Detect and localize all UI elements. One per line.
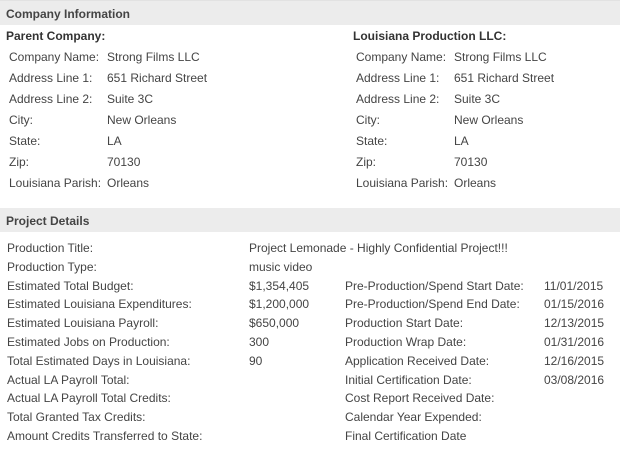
project-value-total-estimated-days-in-louisiana: 90 — [249, 353, 263, 368]
parent-company-row-state: State: LA — [9, 131, 207, 152]
parent-company-column: Parent Company: Company Name: Strong Film… — [0, 25, 207, 194]
parent-company-label: Address Line 1: — [9, 71, 93, 85]
project-label-estimated-louisiana-payroll: Estimated Louisiana Payroll: — [7, 316, 159, 331]
louisiana-production-value: Strong Films LLC — [454, 50, 547, 64]
parent-company-value: Suite 3C — [107, 92, 154, 106]
louisiana-production-label: State: — [356, 134, 388, 148]
date-label-application-received-date: Application Received Date: — [345, 353, 490, 368]
parent-company-value: 70130 — [107, 155, 141, 169]
louisiana-production-row-louisiana-parish: Louisiana Parish: Orleans — [356, 173, 554, 194]
date-label-initial-certification-date: Initial Certification Date: — [345, 372, 472, 387]
parent-company-value: Orleans — [107, 176, 150, 190]
date-value-production-start-date: 12/13/2015 — [544, 316, 605, 331]
date-value-initial-certification-date: 03/08/2016 — [544, 372, 605, 387]
parent-company-value: 651 Richard Street — [107, 71, 208, 85]
project-label-amount-credits-transferred-to-state: Amount Credits Transferred to State: — [7, 429, 203, 443]
parent-company-row-louisiana-parish: Louisiana Parish: Orleans — [9, 173, 207, 194]
project-label-actual-la-payroll-total: Actual LA Payroll Total: — [7, 372, 130, 387]
project-label-total-granted-tax-credits: Total Granted Tax Credits: — [7, 410, 146, 425]
project-value-estimated-total-budget: $1,354,405 — [249, 278, 310, 293]
date-value-production-wrap-date: 01/31/2016 — [544, 335, 605, 349]
project-details-panel: Production Title: Project Lemonade - High… — [0, 232, 620, 443]
parent-company-value: LA — [107, 134, 122, 148]
louisiana-production-row-state: State: LA — [356, 131, 554, 152]
louisiana-production-value: New Orleans — [454, 113, 524, 127]
louisiana-production-value: Orleans — [454, 176, 497, 190]
date-value-pre-production-spend-end-date: 01/15/2016 — [544, 297, 605, 312]
date-label-pre-production-spend-start-date: Pre-Production/Spend Start Date: — [345, 278, 524, 293]
parent-company-label: City: — [9, 113, 33, 127]
louisiana-production-value: Suite 3C — [454, 92, 501, 106]
company-information-panel: Parent Company: Company Name: Strong Film… — [0, 25, 620, 208]
parent-company-value: Strong Films LLC — [107, 50, 200, 64]
project-label-production-title: Production Title: — [7, 241, 94, 255]
project-label-estimated-jobs-on-production: Estimated Jobs on Production: — [7, 335, 170, 349]
date-value-pre-production-spend-start-date: 11/01/2015 — [544, 278, 604, 293]
project-value-estimated-jobs-on-production: 300 — [249, 335, 270, 349]
louisiana-production-value: 651 Richard Street — [454, 71, 555, 85]
louisiana-production-title: Louisiana Production LLC: — [353, 29, 507, 43]
parent-company-row-city: City: New Orleans — [9, 110, 207, 131]
louisiana-production-label: Louisiana Parish: — [356, 176, 449, 190]
project-details-header: Project Details — [0, 208, 620, 232]
date-value-application-received-date: 12/16/2015 — [544, 353, 605, 368]
louisiana-production-row-address-line-2: Address Line 2: Suite 3C — [356, 89, 554, 110]
louisiana-production-value: LA — [454, 134, 469, 148]
date-label-production-wrap-date: Production Wrap Date: — [345, 335, 467, 349]
louisiana-production-label: City: — [356, 113, 380, 127]
louisiana-production-row-company-name: Company Name: Strong Films LLC — [356, 47, 554, 68]
date-label-calendar-year-expended: Calendar Year Expended: — [345, 410, 482, 425]
parent-company-details: Company Name: Strong Films LLC Address Lin… — [9, 47, 207, 194]
parent-company-value: New Orleans — [107, 113, 177, 127]
louisiana-production-row-zip: Zip: 70130 — [356, 152, 554, 173]
date-label-final-certification-date: Final Certification Date — [345, 429, 467, 443]
project-value-estimated-louisiana-expenditures: $1,200,000 — [249, 297, 310, 312]
project-label-total-estimated-days-in-louisiana: Total Estimated Days in Louisiana: — [7, 353, 191, 368]
louisiana-production-value: 70130 — [454, 155, 488, 169]
date-label-production-start-date: Production Start Date: — [345, 316, 464, 331]
parent-company-label: Company Name: — [9, 50, 100, 64]
project-value-production-type: music video — [249, 259, 313, 274]
company-information-header: Company Information — [0, 0, 620, 25]
project-value-production-title: Project Lemonade - Highly Confidential P… — [249, 241, 508, 255]
parent-company-row-address-line-2: Address Line 2: Suite 3C — [9, 89, 207, 110]
parent-company-row-zip: Zip: 70130 — [9, 152, 207, 173]
louisiana-production-label: Company Name: — [356, 50, 447, 64]
parent-company-label: Address Line 2: — [9, 92, 93, 106]
louisiana-production-details: Company Name: Strong Films LLC Address Lin… — [356, 47, 554, 194]
louisiana-production-label: Address Line 2: — [356, 92, 440, 106]
louisiana-production-column: Louisiana Production LLC: Company Name: S… — [347, 25, 554, 194]
louisiana-production-label: Address Line 1: — [356, 71, 440, 85]
louisiana-production-label: Zip: — [356, 155, 377, 169]
parent-company-row-company-name: Company Name: Strong Films LLC — [9, 47, 207, 68]
project-label-actual-la-payroll-total-credits: Actual LA Payroll Total Credits: — [7, 391, 171, 406]
parent-company-label: State: — [9, 134, 41, 148]
project-value-estimated-louisiana-payroll: $650,000 — [249, 316, 300, 331]
date-label-pre-production-spend-end-date: Pre-Production/Spend End Date: — [345, 297, 520, 312]
project-label-estimated-louisiana-expenditures: Estimated Louisiana Expenditures: — [7, 297, 192, 312]
parent-company-label: Louisiana Parish: — [9, 176, 102, 190]
project-label-production-type: Production Type: — [7, 259, 97, 274]
parent-company-row-address-line-1: Address Line 1: 651 Richard Street — [9, 68, 207, 89]
louisiana-production-row-city: City: New Orleans — [356, 110, 554, 131]
parent-company-label: Zip: — [9, 155, 30, 169]
project-label-estimated-total-budget: Estimated Total Budget: — [7, 278, 134, 293]
date-label-cost-report-received-date: Cost Report Received Date: — [345, 391, 495, 406]
parent-company-title: Parent Company: — [6, 29, 106, 43]
louisiana-production-row-address-line-1: Address Line 1: 651 Richard Street — [356, 68, 554, 89]
